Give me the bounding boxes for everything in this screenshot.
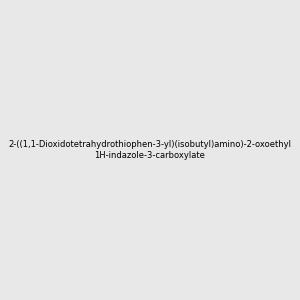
Text: 2-((1,1-Dioxidotetrahydrothiophen-3-yl)(isobutyl)amino)-2-oxoethyl 1H-indazole-3: 2-((1,1-Dioxidotetrahydrothiophen-3-yl)(… <box>8 140 292 160</box>
